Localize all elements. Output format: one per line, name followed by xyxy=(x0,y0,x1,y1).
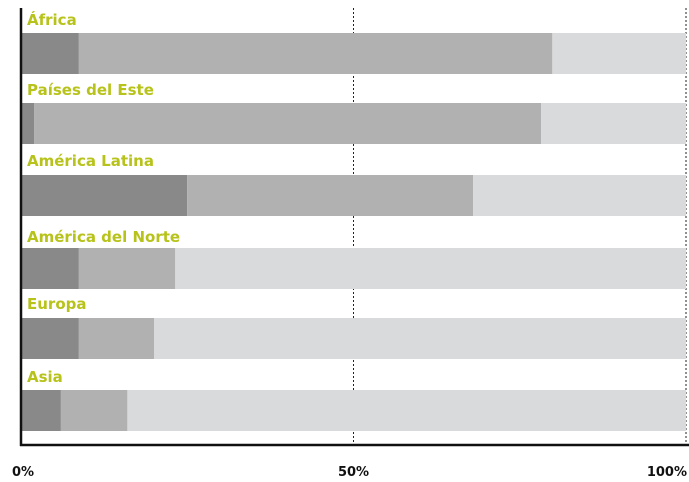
bar-segment xyxy=(552,33,686,74)
bar-segment xyxy=(541,103,686,144)
bar-segment xyxy=(473,175,686,216)
bar-segment xyxy=(21,175,188,216)
category-label: Europa xyxy=(27,295,87,313)
bar-segment xyxy=(34,103,542,144)
category-label: África xyxy=(27,10,77,29)
bar-segment xyxy=(127,390,686,431)
bar-segment xyxy=(21,318,79,359)
x-tick-label: 100% xyxy=(647,465,687,480)
bar-segment xyxy=(175,248,686,289)
x-tick-labels: 0% 50% 100% xyxy=(12,465,687,480)
bar-segment xyxy=(21,33,79,74)
bar-segment xyxy=(60,390,128,431)
category-label: Países del Este xyxy=(27,81,154,99)
bar-segment xyxy=(187,175,474,216)
category-label: América Latina xyxy=(27,152,154,170)
x-tick-label: 50% xyxy=(338,465,369,480)
bar-segment xyxy=(21,103,35,144)
bar-segment xyxy=(78,248,176,289)
category-labels: África Países del Este América Latina Améri… xyxy=(27,10,180,386)
category-label: Asia xyxy=(27,368,63,386)
bar-segment xyxy=(154,318,686,359)
grid-lines xyxy=(353,8,687,445)
x-tick-label: 0% xyxy=(12,465,34,480)
bar-segment xyxy=(21,390,61,431)
bar-segment xyxy=(78,33,553,74)
category-label: América del Norte xyxy=(27,228,180,246)
bar-segment xyxy=(21,248,79,289)
bars-group xyxy=(21,33,686,431)
bar-segment xyxy=(78,318,154,359)
